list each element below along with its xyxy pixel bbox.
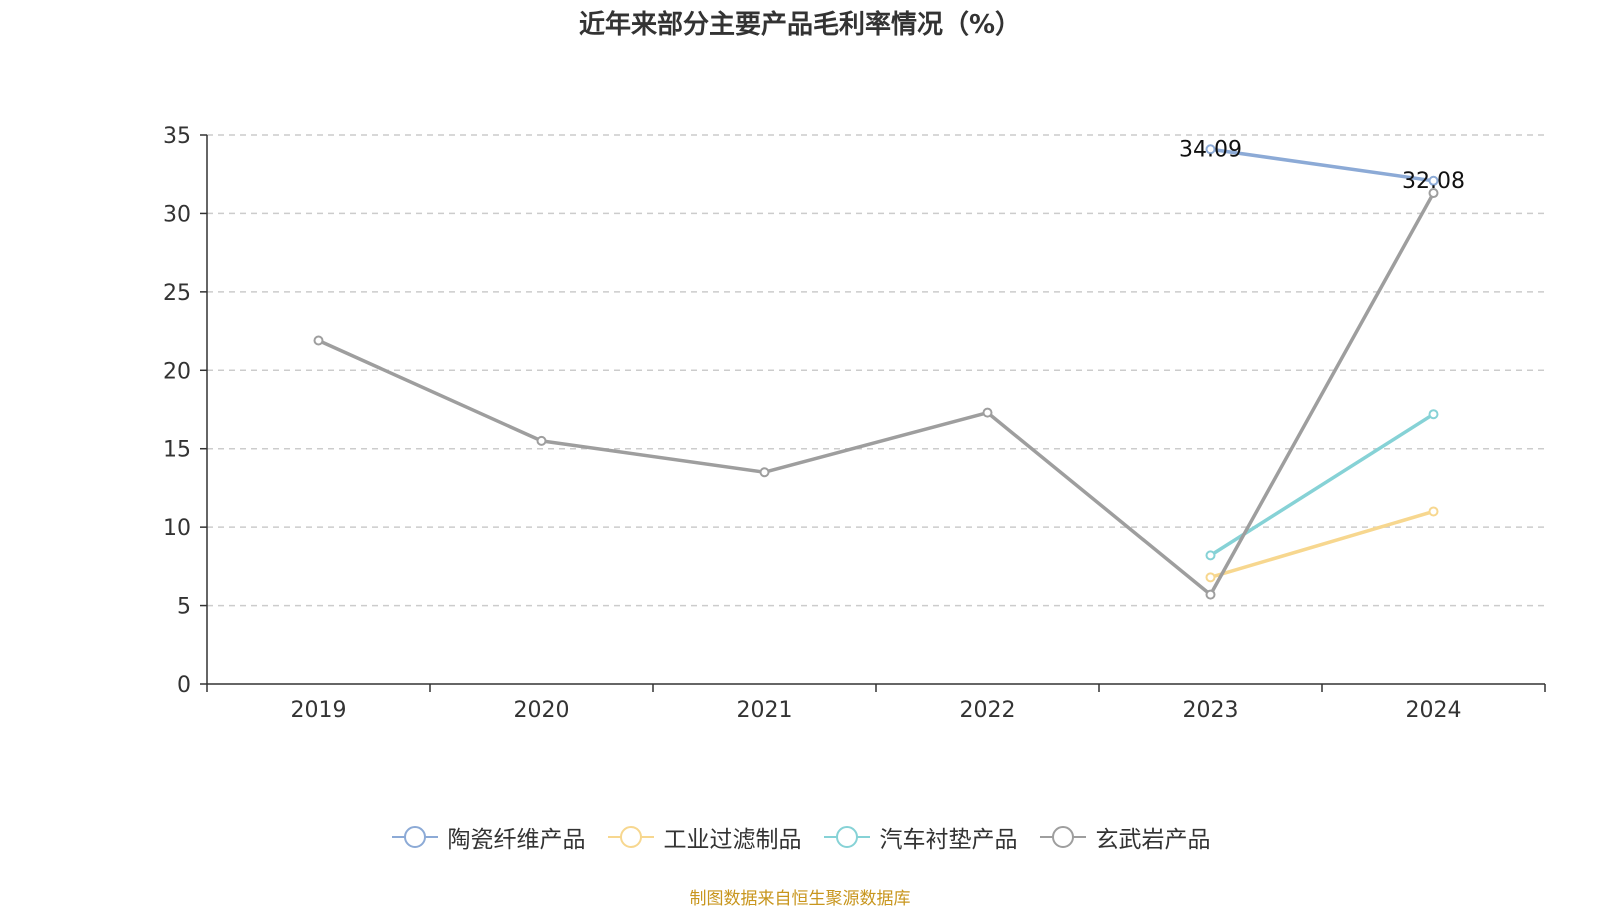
data-point — [1428, 409, 1439, 420]
x-tick-label: 2024 — [1406, 698, 1462, 723]
data-point — [1428, 188, 1439, 199]
x-tick-label: 2022 — [960, 698, 1016, 723]
y-tick-label: 20 — [163, 359, 191, 384]
legend-item[interactable]: 工业过滤制品 — [606, 820, 802, 854]
data-point — [1205, 572, 1216, 583]
legend-marker-icon — [823, 826, 870, 848]
x-tick-label: 2019 — [291, 698, 347, 723]
data-labels: 34.09 32.08 — [1179, 137, 1465, 194]
series-lines — [313, 144, 1439, 600]
x-tick-label: 2023 — [1183, 698, 1239, 723]
y-tick-label: 10 — [163, 516, 191, 541]
grid-lines — [207, 134, 1545, 607]
legend-label: 陶瓷纤维产品 — [447, 827, 586, 853]
data-point — [313, 335, 324, 346]
data-point — [1205, 144, 1216, 155]
x-tick-label: 2021 — [737, 698, 793, 723]
data-point — [1205, 550, 1216, 561]
legend-item[interactable]: 汽车衬垫产品 — [822, 820, 1018, 854]
x-tick-label: 2020 — [514, 698, 570, 723]
y-tick-label: 25 — [163, 281, 191, 306]
data-point — [1205, 589, 1216, 600]
data-label: 34.09 — [1179, 137, 1242, 162]
y-tick-label: 30 — [163, 202, 191, 227]
series-line-3 — [1209, 412, 1435, 557]
legend-marker-icon — [391, 826, 438, 848]
series-line-4 — [317, 192, 1436, 597]
data-point — [1428, 175, 1439, 186]
y-tick-label: 35 — [163, 124, 191, 149]
data-label: 32.08 — [1402, 169, 1465, 194]
y-tick-label: 15 — [163, 438, 191, 463]
legend-marker-icon — [607, 826, 654, 848]
legend-label: 工业过滤制品 — [663, 827, 802, 853]
legend-item[interactable]: 玄武岩产品 — [1038, 820, 1211, 854]
series-line-1 — [1210, 147, 1434, 183]
data-point — [1428, 506, 1439, 517]
y-tick-label: 5 — [177, 595, 191, 620]
chart-title: 近年来部分主要产品毛利率情况（%） — [578, 10, 1022, 40]
legend-label: 玄武岩产品 — [1095, 827, 1211, 853]
series-line-2 — [1210, 509, 1434, 580]
data-point — [982, 407, 993, 418]
legend-label: 汽车衬垫产品 — [879, 827, 1018, 853]
data-point — [536, 435, 547, 446]
legend-marker-icon — [1039, 826, 1086, 848]
data-point — [759, 467, 770, 478]
y-tick-label: 0 — [177, 673, 191, 698]
axes: 0 5 10 15 20 25 30 35 2019 2020 2021 2022 2023 2024 — [163, 124, 1546, 723]
legend: 陶瓷纤维产品 工业过滤制品 汽车衬垫产品 玄武岩产品 — [0, 820, 1600, 854]
source-note: 制图数据来自恒生聚源数据库 — [689, 889, 911, 909]
legend-item[interactable]: 陶瓷纤维产品 — [390, 820, 586, 854]
